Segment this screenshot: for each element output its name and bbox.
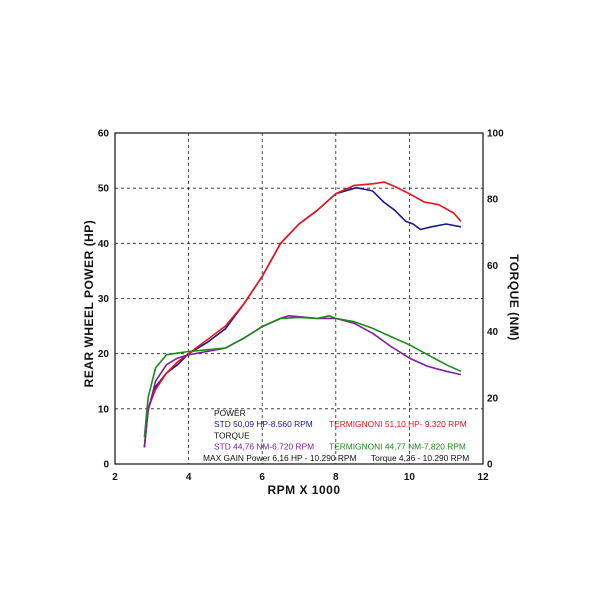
x-axis-title: RPM X 1000 [267,483,340,497]
x-tick-label: 2 [112,472,118,483]
y-left-tick-label: 0 [103,460,109,471]
y-right-tick-label: 20 [487,393,499,404]
y-left-axis-title: REAR WHEEL POWER (HP) [82,220,96,388]
x-tick-label: 8 [333,472,339,483]
y-left-tick-label: 50 [98,184,110,195]
legend-entry: MAX GAIN Power 6,16 HP - 10.290 RPM [203,453,356,463]
y-left-tick-label: 40 [98,239,110,250]
y-left-tick-label: 30 [98,294,110,305]
legend-entry: STD 50,09 HP-8.560 RPM [214,419,313,429]
series-torque-termignoni-line [143,315,462,438]
legend-entry: TORQUE [214,430,250,440]
plot-frame [114,132,484,465]
y-left-tick-label: 60 [98,129,110,140]
legend-entry: POWER [214,408,246,418]
y-right-tick-label: 60 [487,261,499,272]
x-tick-label: 6 [259,472,265,483]
y-right-tick-label: 40 [487,327,499,338]
series-torque-std-line [143,315,462,448]
y-right-tick-label: 0 [487,460,493,471]
y-right-tick-label: 80 [487,195,499,206]
legend-entry: STD 44,76 NM-6.720 RPM [214,442,314,452]
grid [115,133,483,464]
legend-entry: TERMIGNONI 44,77 NM-7.820 RPM [329,442,466,452]
y-left-tick-label: 20 [98,349,110,360]
x-tick-label: 12 [477,472,489,483]
series-layer [143,181,462,448]
x-tick-label: 10 [404,472,416,483]
legend-entry: TERMIGNONI 51,10 HP- 9.320 RPM [329,419,467,429]
y-right-axis-title: TORQUE (NM) [507,254,521,341]
y-right-tick-label: 100 [487,129,504,140]
series-power-termignoni-line [143,181,462,448]
y-left-tick-label: 10 [98,404,110,415]
x-tick-label: 4 [186,472,192,483]
legend-entry: Torque 4,26 - 10.290 RPM [371,453,469,463]
